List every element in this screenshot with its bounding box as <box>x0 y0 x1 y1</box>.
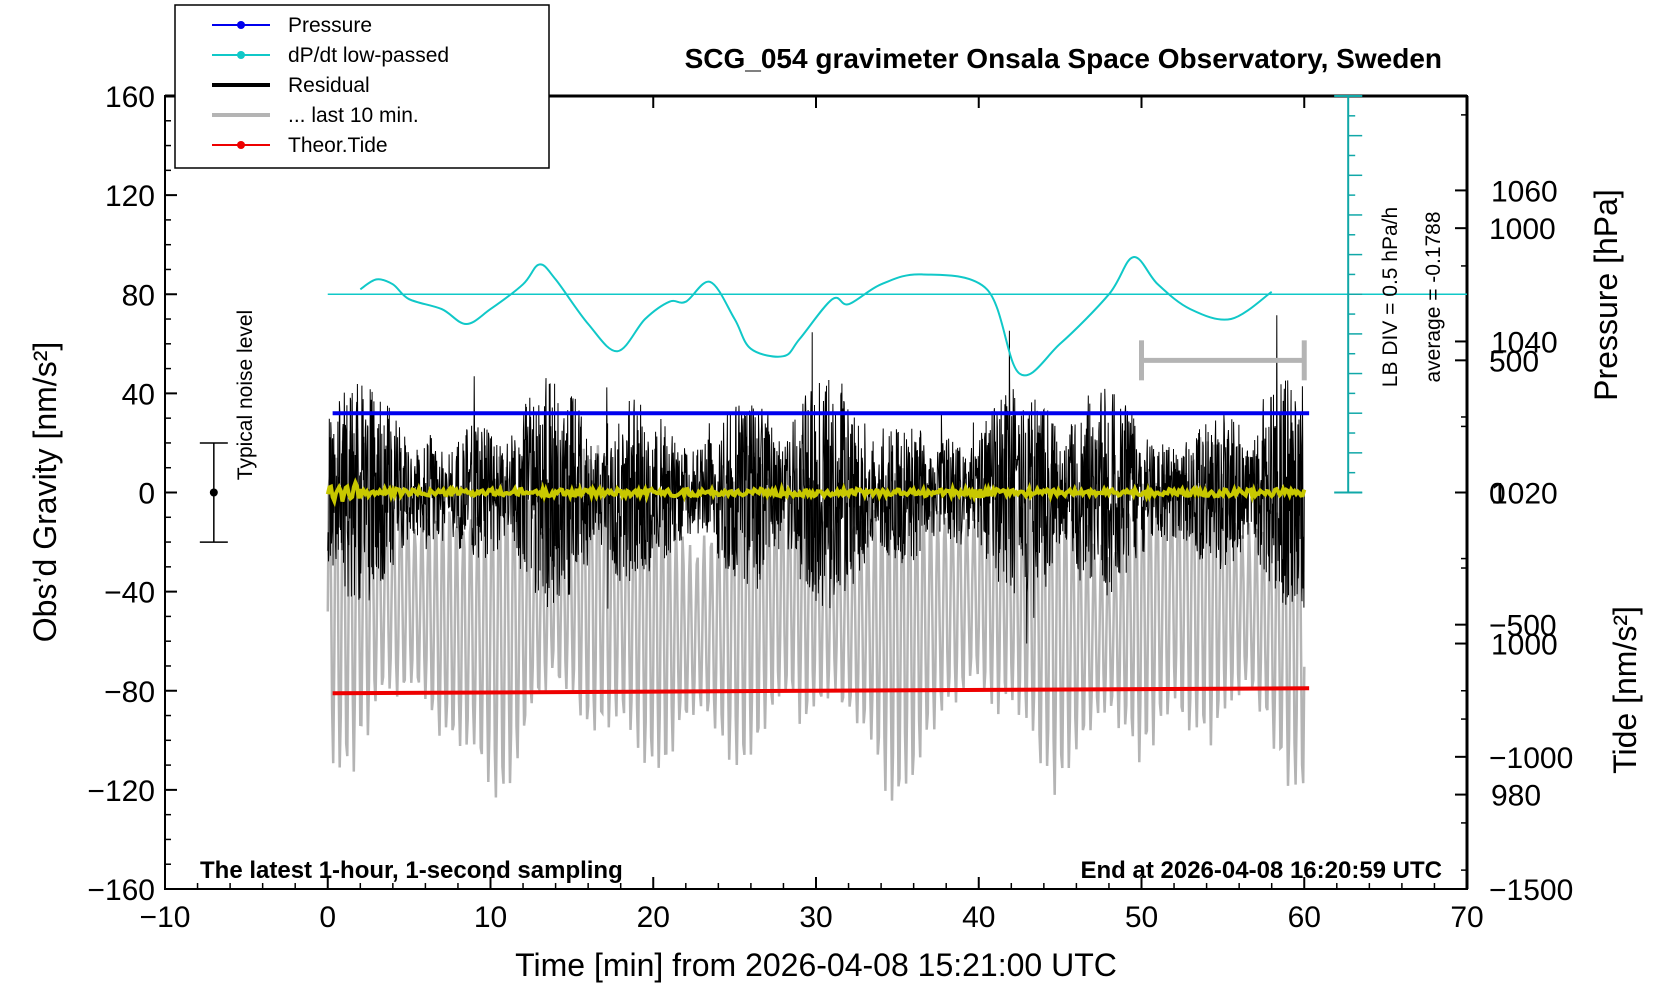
y-tick-label: −160 <box>87 874 155 907</box>
residual-lowpass-line <box>325 477 1307 508</box>
y-tick-label: 40 <box>122 378 155 411</box>
y-tick-label: −120 <box>87 775 155 808</box>
x-axis-title: Time [min] from 2026-04-08 15:21:00 UTC <box>515 947 1117 983</box>
pressure-tick-label: 1040 <box>1491 326 1558 359</box>
x-tick-label: 30 <box>799 901 832 934</box>
legend: Pressure dP/dt low-passed Residual ... last… <box>174 4 550 169</box>
ten-min-scale-bar <box>1139 340 1307 381</box>
legend-label: dP/dt low-passed <box>288 44 449 67</box>
lb-div-label: LB DIV = 0.5 hPa/h <box>1379 207 1402 387</box>
y-tick-label: −40 <box>104 577 155 610</box>
y-tick-label: 0 <box>138 478 155 511</box>
legend-marker <box>237 141 245 149</box>
y-axis-title: Obs’d Gravity [nm/s²] <box>27 342 63 643</box>
x-tick-label: 20 <box>637 901 670 934</box>
dpdt-scale-bar <box>1334 95 1363 494</box>
pressure-tick-label: 1060 <box>1491 175 1558 208</box>
tide-tick-label: −1000 <box>1489 742 1573 775</box>
x-tick-label: −10 <box>140 901 191 934</box>
tide-tick-label: −1500 <box>1489 874 1573 907</box>
tide-tick-label: 500 <box>1489 345 1539 378</box>
y-tick-label: 160 <box>105 81 155 114</box>
pressure-tick-label: 980 <box>1491 780 1541 813</box>
legend-marker <box>237 51 245 59</box>
legend-label: Residual <box>288 74 370 97</box>
residual-line <box>327 315 1305 644</box>
tide-axis-title: Tide [nm/s²] <box>1607 606 1643 774</box>
y-tick-label: 120 <box>105 180 155 213</box>
dpdt-series <box>327 256 1467 377</box>
legend-label: Pressure <box>288 14 372 37</box>
x-axis-ticks: −10 0 10 20 30 40 50 60 70 <box>140 96 1484 934</box>
noise-bar-dot <box>209 488 218 497</box>
tide-tick-label: 0 <box>1489 478 1506 511</box>
y-tick-label: −80 <box>104 676 155 709</box>
tide-tick-label: −500 <box>1489 610 1557 643</box>
noise-level-bar <box>199 442 228 543</box>
theor-tide-line <box>332 686 1310 696</box>
latest-note: The latest 1-hour, 1-second sampling <box>200 857 623 884</box>
y-axis-ticks: 160 120 80 40 0 −40 −80 −120 −160 <box>87 81 177 907</box>
x-tick-label: 0 <box>319 901 336 934</box>
legend-marker <box>237 21 245 29</box>
residual-series <box>327 315 1305 644</box>
tide-tick-label: 1000 <box>1489 213 1556 246</box>
average-label: average = -0.1788 <box>1422 211 1445 382</box>
x-tick-label: 70 <box>1450 901 1483 934</box>
chart-title: SCG_054 gravimeter Onsala Space Observat… <box>685 43 1442 74</box>
pressure-tick-label: 1000 <box>1491 629 1558 662</box>
x-tick-label: 40 <box>962 901 995 934</box>
theor-tide-series <box>332 686 1310 696</box>
legend-label: Theor.Tide <box>288 134 388 157</box>
pressure-axis-title: Pressure [hPa] <box>1588 189 1624 401</box>
pressure-axis-ticks: 1060 1040 1020 1000 980 <box>1455 114 1558 871</box>
y-tick-label: 80 <box>122 279 155 312</box>
tide-axis-ticks: 1000 500 0 −500 −1000 −1500 <box>1455 213 1573 907</box>
pressure-tick-label: 1020 <box>1491 478 1558 511</box>
x-tick-label: 50 <box>1125 901 1158 934</box>
x-tick-label: 60 <box>1288 901 1321 934</box>
noise-label: Typical noise level <box>234 310 257 480</box>
dpdt-line <box>359 256 1273 377</box>
legend-label: ... last 10 min. <box>288 104 419 127</box>
end-note: End at 2026-04-08 16:20:59 UTC <box>1081 857 1443 884</box>
residual-lowpass-series <box>325 477 1307 508</box>
x-tick-label: 10 <box>474 901 507 934</box>
